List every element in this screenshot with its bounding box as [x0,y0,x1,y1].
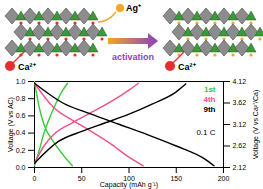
svg-text:4th: 4th [204,95,216,104]
svg-text:2.62: 2.62 [233,142,247,149]
svg-text:0.4: 0.4 [16,129,26,136]
svg-text:0.0: 0.0 [16,164,26,171]
svg-text:Ag⁺: Ag⁺ [126,3,141,13]
svg-text:0.6: 0.6 [16,112,26,119]
svg-text:Voltage (V vs AC): Voltage (V vs AC) [7,97,15,152]
svg-text:Ca²⁺: Ca²⁺ [18,62,36,72]
svg-text:100: 100 [123,175,135,183]
svg-text:Capacity (mAh g⁻¹): Capacity (mAh g⁻¹) [100,181,158,189]
svg-text:0.2: 0.2 [16,147,26,154]
svg-text:2.12: 2.12 [233,164,247,171]
svg-text:200: 200 [218,175,230,182]
svg-text:3.12: 3.12 [233,121,247,128]
svg-text:activation: activation [112,52,154,62]
svg-text:150: 150 [170,175,182,182]
svg-text:50: 50 [78,175,86,182]
svg-text:0.8: 0.8 [16,95,26,102]
svg-text:1.0: 1.0 [16,78,26,85]
svg-text:0: 0 [33,175,37,182]
svg-text:1st: 1st [204,85,216,94]
svg-text:4.12: 4.12 [233,78,247,85]
svg-text:Voltage (V vs Ca²⁺/Ca): Voltage (V vs Ca²⁺/Ca) [252,90,260,160]
svg-text:0.1 C: 0.1 C [196,128,215,137]
svg-text:3.62: 3.62 [233,99,247,106]
svg-text:9th: 9th [204,105,216,114]
svg-text:Ca²⁺: Ca²⁺ [178,62,196,72]
